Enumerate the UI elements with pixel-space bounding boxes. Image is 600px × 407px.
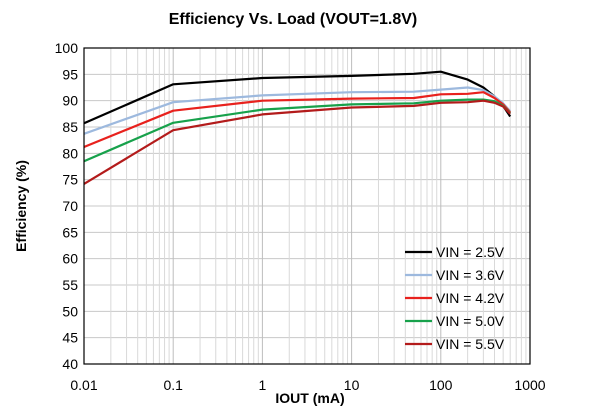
- legend-label: VIN = 2.5V: [436, 244, 505, 260]
- y-tick-label: 90: [62, 93, 78, 109]
- legend-label: VIN = 3.6V: [436, 267, 505, 283]
- x-axis-title: IOUT (mA): [275, 390, 344, 406]
- legend-label: VIN = 4.2V: [436, 290, 505, 306]
- y-tick-label: 100: [55, 40, 79, 56]
- series-line-4: [83, 98, 511, 163]
- x-tick-label: 0.1: [163, 377, 183, 393]
- series-line-1: [83, 70, 512, 125]
- series-line-5: [83, 99, 511, 185]
- x-axis-tick-labels: 0.01 0.1 1 10 100 1000: [70, 377, 545, 393]
- x-tick-label: 0.01: [70, 377, 97, 393]
- y-axis-tick-labels: 40 45 50 55 60 65 70 75 80 85 90 95 100: [55, 40, 79, 372]
- legend-label: VIN = 5.0V: [436, 313, 505, 329]
- x-tick-label: 10: [344, 377, 360, 393]
- series-line-3: [83, 91, 512, 149]
- legend: VIN = 2.5V VIN = 3.6V VIN = 4.2V VIN = 5.0V…: [405, 244, 505, 352]
- y-tick-label: 75: [62, 172, 78, 188]
- data-series-group: [83, 70, 512, 185]
- y-tick-label: 80: [62, 145, 78, 161]
- chart-title: Efficiency Vs. Load (VOUT=1.8V): [169, 11, 418, 28]
- y-tick-label: 65: [62, 224, 78, 240]
- x-tick-label: 1: [259, 377, 267, 393]
- y-tick-label: 50: [62, 303, 78, 319]
- y-tick-label: 70: [62, 198, 78, 214]
- legend-label: VIN = 5.5V: [436, 336, 505, 352]
- y-axis-title: Efficiency (%): [13, 160, 29, 252]
- y-tick-label: 40: [62, 356, 78, 372]
- y-tick-label: 95: [62, 66, 78, 82]
- plot-area-frame: [83, 47, 531, 365]
- x-tick-label: 100: [429, 377, 453, 393]
- y-tick-label: 85: [62, 119, 78, 135]
- x-tick-label: 1000: [514, 377, 545, 393]
- y-tick-label: 45: [62, 330, 78, 346]
- y-tick-label: 60: [62, 251, 78, 267]
- y-tick-label: 55: [62, 277, 78, 293]
